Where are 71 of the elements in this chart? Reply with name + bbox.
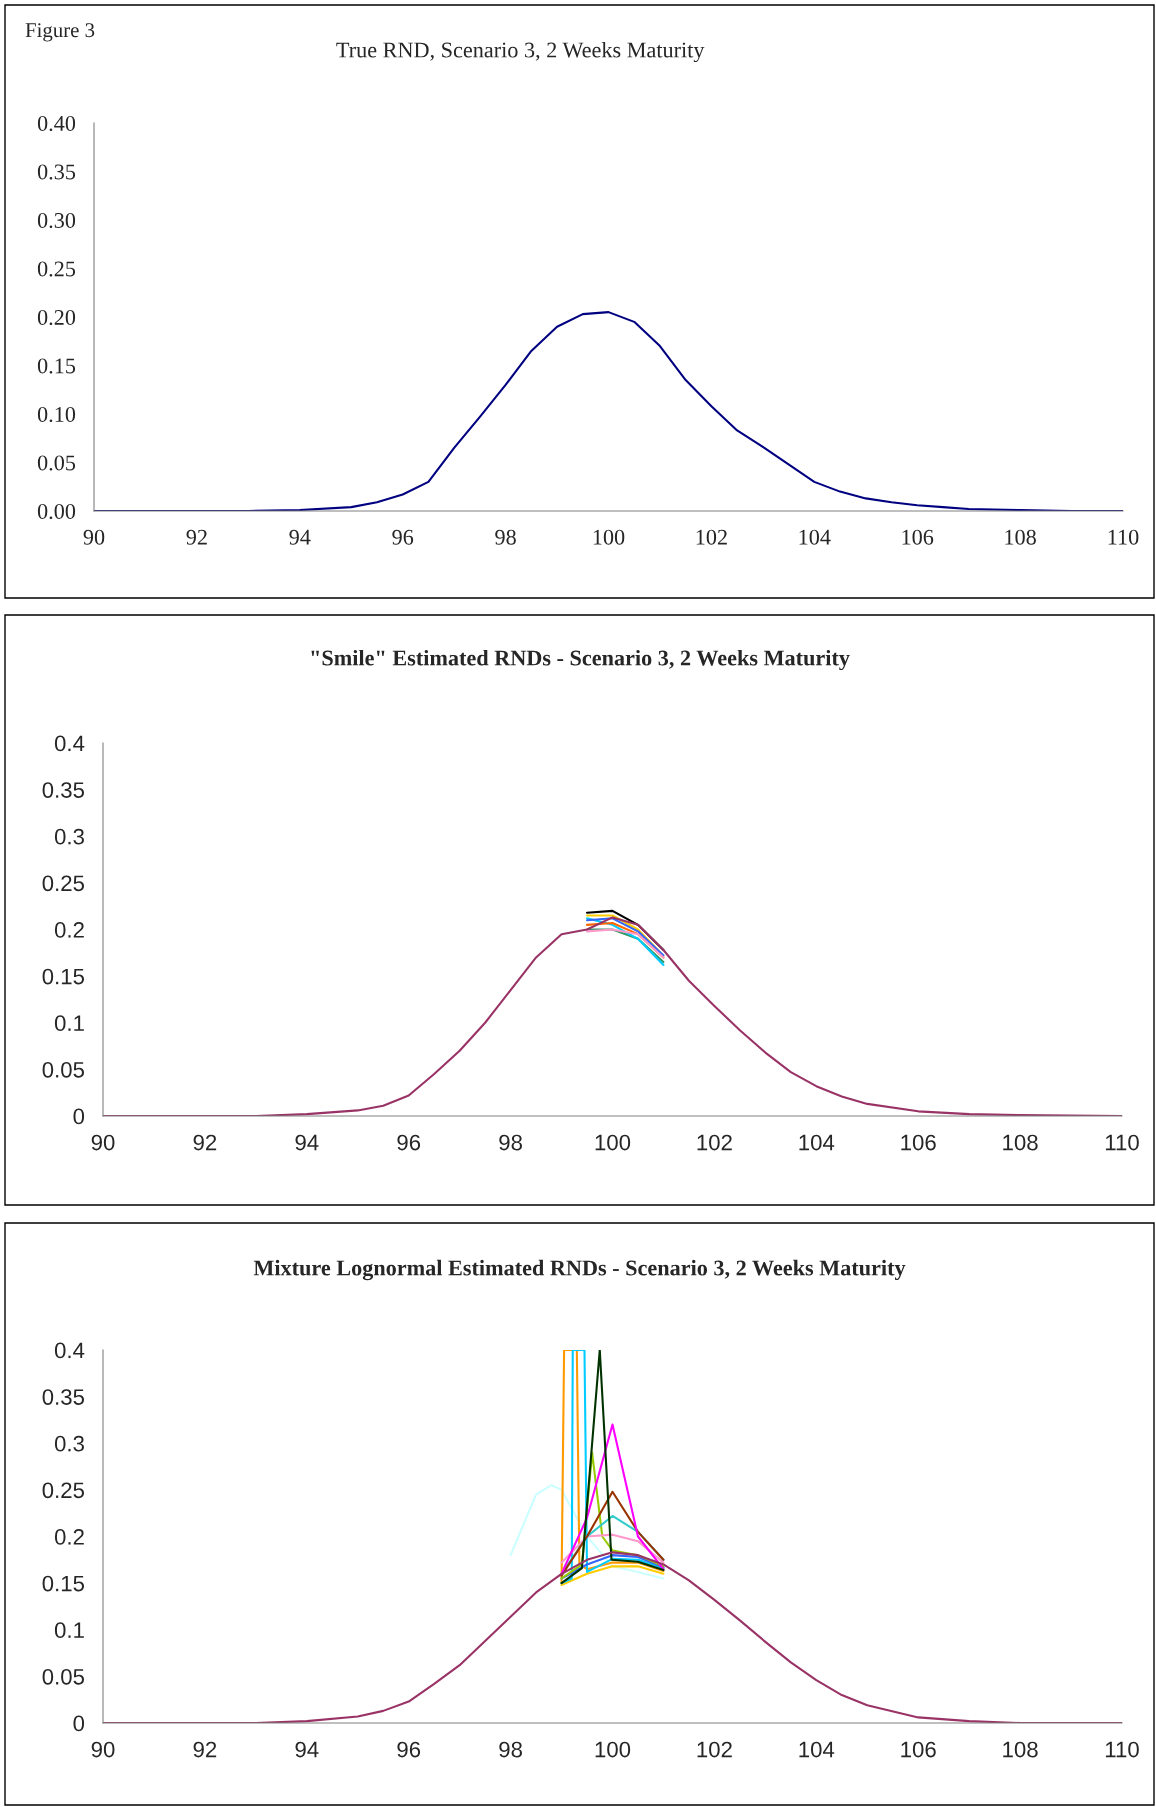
chart-title: Mixture Lognormal Estimated RNDs - Scenario 3, 2 Weeks Maturity xyxy=(253,1259,906,1281)
x-tick-label: 96 xyxy=(397,1134,421,1151)
x-tick-label: 90 xyxy=(83,529,105,545)
x-tick-label: 108 xyxy=(1003,1741,1038,1758)
x-tick-label: 90 xyxy=(91,1741,115,1758)
x-tick-label: 98 xyxy=(495,529,516,545)
y-tick-label: 0.15 xyxy=(42,968,85,985)
y-tick-label: 0.15 xyxy=(37,358,76,374)
y-tick-label: 0 xyxy=(73,1715,85,1732)
y-tick-label: 0.2 xyxy=(54,1529,84,1545)
y-tick-label: 0.05 xyxy=(42,1668,85,1685)
y-tick-label: 0.4 xyxy=(54,1342,85,1359)
x-tick-label: 94 xyxy=(289,529,311,545)
x-tick-label: 92 xyxy=(193,1134,217,1151)
x-tick-label: 100 xyxy=(593,529,625,545)
line-series xyxy=(560,1554,665,1580)
y-tick-label: 0.4 xyxy=(54,735,85,752)
x-tick-label: 102 xyxy=(697,1741,732,1758)
y-tick-label: 0.3 xyxy=(54,1435,84,1452)
caption: Figure 3 xyxy=(25,23,95,42)
x-tick-label: 94 xyxy=(295,1134,319,1151)
x-tick-label: 110 xyxy=(1108,529,1139,545)
y-tick-label: 0.05 xyxy=(37,455,76,471)
x-tick-label: 98 xyxy=(499,1741,522,1758)
y-tick-label: 0.20 xyxy=(37,309,76,326)
y-tick-label: 0.00 xyxy=(37,503,76,520)
x-tick-label: 110 xyxy=(1105,1134,1139,1151)
x-tick-label: 110 xyxy=(1105,1741,1139,1758)
x-tick-label: 92 xyxy=(186,529,207,545)
chart-title: True RND, Scenario 3, 2 Weeks Maturity xyxy=(336,41,705,63)
y-tick-label: 0.05 xyxy=(42,1061,85,1078)
y-tick-label: 0.25 xyxy=(42,1482,85,1499)
x-tick-label: 108 xyxy=(1003,1134,1038,1151)
x-tick-label: 108 xyxy=(1005,529,1036,545)
x-tick-label: 106 xyxy=(901,1134,936,1151)
line-series xyxy=(560,1490,665,1577)
y-tick-label: 0.25 xyxy=(37,261,76,277)
line-series xyxy=(509,1484,665,1580)
chart-title: "Smile" Estimated RNDs - Scenario 3, 2 Weeks Maturity xyxy=(311,649,850,671)
y-tick-label: 0.15 xyxy=(42,1575,85,1592)
y-tick-label: 0.25 xyxy=(42,875,85,892)
y-tick-label: 0.35 xyxy=(42,1389,85,1405)
line-series xyxy=(560,1350,665,1585)
line-series xyxy=(560,1423,665,1575)
x-tick-label: 100 xyxy=(595,1134,631,1151)
x-tick-label: 102 xyxy=(697,1134,732,1151)
y-tick-label: 0.30 xyxy=(37,212,76,229)
y-tick-label: 0.40 xyxy=(37,115,76,132)
y-tick-label: 0.35 xyxy=(37,164,76,180)
x-tick-label: 98 xyxy=(499,1134,522,1151)
x-tick-label: 104 xyxy=(799,1134,835,1151)
x-tick-label: 100 xyxy=(595,1741,631,1758)
x-tick-label: 90 xyxy=(91,1134,115,1151)
line-series xyxy=(560,1533,665,1564)
line-series xyxy=(585,917,665,966)
x-tick-label: 106 xyxy=(901,1741,936,1758)
x-tick-label: 94 xyxy=(295,1741,319,1758)
y-tick-label: 0.10 xyxy=(37,406,76,423)
x-tick-label: 106 xyxy=(902,529,934,545)
y-tick-label: 0.35 xyxy=(42,782,85,798)
y-tick-label: 0.3 xyxy=(54,828,84,845)
x-tick-label: 104 xyxy=(799,529,831,545)
x-tick-label: 96 xyxy=(392,529,414,545)
y-tick-label: 0.2 xyxy=(54,922,84,938)
x-tick-label: 92 xyxy=(193,1741,217,1758)
x-tick-label: 96 xyxy=(397,1741,421,1758)
y-tick-label: 0.1 xyxy=(54,1015,84,1032)
x-tick-label: 102 xyxy=(696,529,727,545)
y-tick-label: 0.1 xyxy=(54,1622,84,1639)
y-tick-label: 0 xyxy=(73,1108,85,1125)
x-tick-label: 104 xyxy=(799,1741,835,1758)
